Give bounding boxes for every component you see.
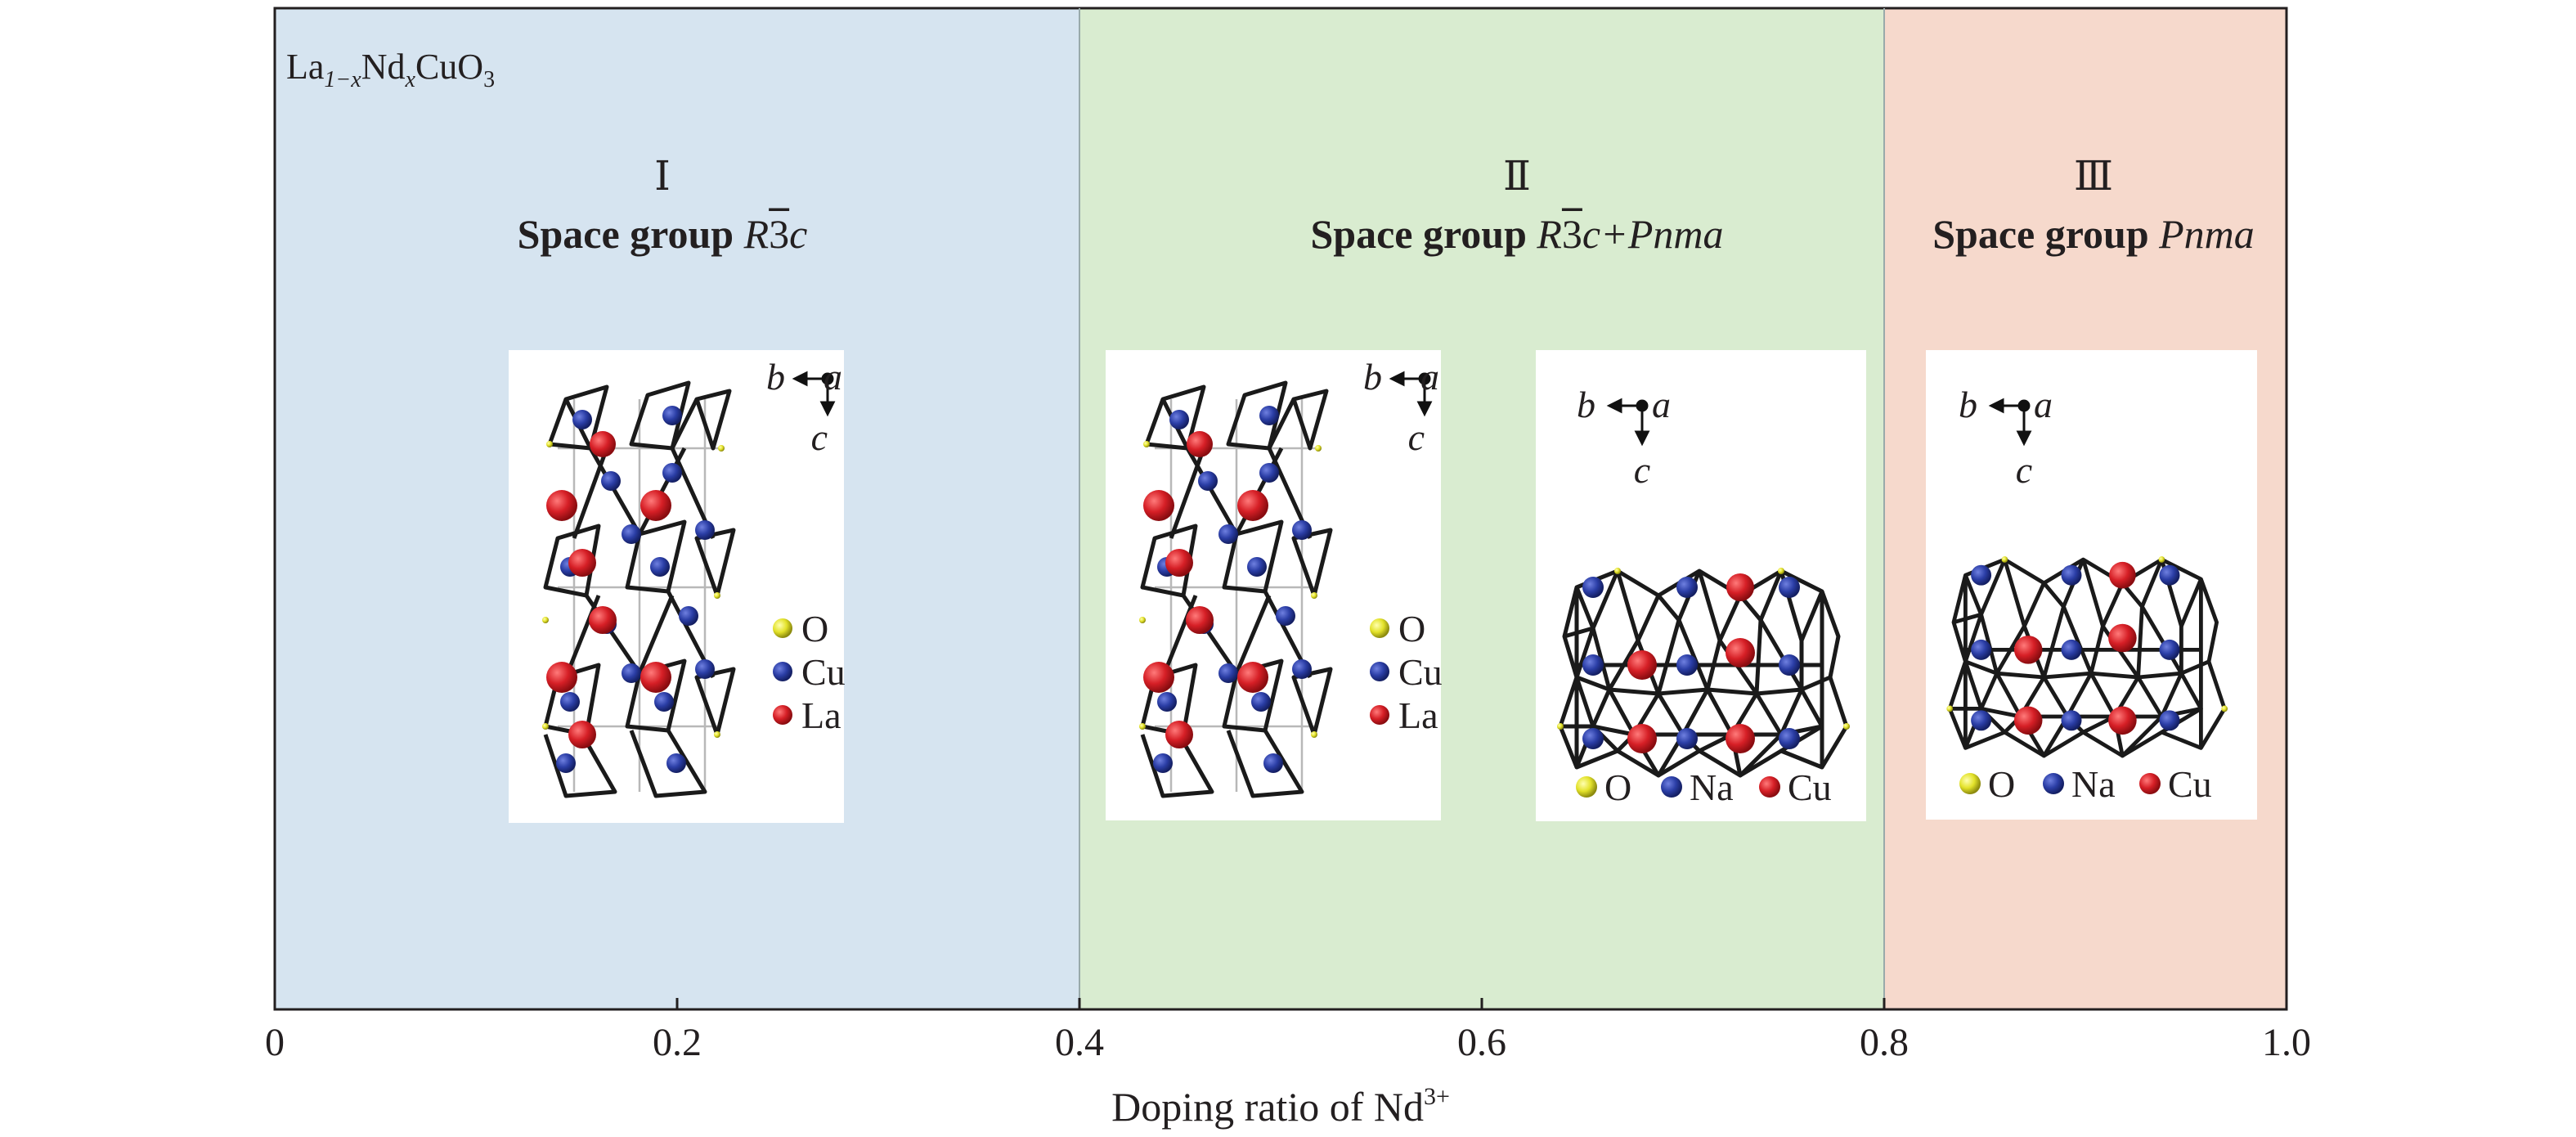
region-3-numeral: Ⅲ: [2074, 153, 2113, 199]
axis-b-label: b: [1959, 384, 1977, 425]
legend-o: O: [1604, 766, 1631, 808]
legend-na: Na: [2071, 763, 2116, 805]
x-tick-label: 0.6: [1457, 1021, 1506, 1064]
legend-na: Na: [1690, 766, 1734, 808]
region-3-space-group: Space group Pnma: [1932, 211, 2255, 257]
x-axis-title: Doping ratio of Nd3+: [1111, 1083, 1450, 1130]
region-1-space-group: Space group R3c: [518, 211, 808, 257]
legend-o: O: [1398, 608, 1425, 649]
axis-c-label: c: [2016, 449, 2032, 491]
legend-cu: Cu: [801, 651, 846, 693]
x-tick-label: 1.0: [2262, 1021, 2311, 1064]
plot-frame: [273, 7, 2288, 1011]
axis-a-label: a: [1652, 384, 1671, 425]
axis-a-label: a: [824, 356, 842, 398]
axis-c-label: c: [1634, 449, 1650, 491]
legend-cu: Cu: [1788, 766, 1832, 808]
x-tick-label: 0.2: [653, 1021, 702, 1064]
formula-label: La1−xNdxCuO3: [286, 47, 495, 92]
axis-a-label: a: [2034, 384, 2053, 425]
legend-cu: Cu: [1398, 651, 1443, 693]
legend-cu: Cu: [2168, 763, 2212, 805]
axis-c-label: c: [1408, 416, 1425, 458]
axis-b-label: b: [1577, 384, 1595, 425]
axis-b-label: b: [766, 356, 785, 398]
x-axis: 0 0.2 0.4 0.6 0.8 1.0: [265, 998, 2311, 1064]
x-tick-label: 0.8: [1860, 1021, 1909, 1064]
structure-panel-rhombo-2: b a c O Cu La: [1106, 350, 1443, 820]
legend-la: La: [1398, 694, 1438, 736]
legend-la: La: [801, 694, 841, 736]
legend-o: O: [801, 608, 828, 649]
x-tick-label: 0.4: [1055, 1021, 1104, 1064]
axis-a-label: a: [1420, 356, 1439, 398]
region-2-numeral: Ⅱ: [1503, 153, 1531, 199]
x-tick-label: 0: [265, 1021, 285, 1064]
axis-c-label: c: [811, 416, 828, 458]
structure-panel-ortho-3: b a c O Na Cu: [1926, 350, 2257, 820]
legend-o: O: [1988, 763, 2015, 805]
axis-b-label: b: [1363, 356, 1382, 398]
region-2-space-group: Space group R3c+Pnma: [1310, 211, 1723, 257]
structure-panel-rhombo-1: b a c O Cu La: [509, 350, 846, 823]
structure-panel-ortho-2: b a c O Na Cu: [1536, 350, 1866, 821]
region-1-numeral: Ⅰ: [654, 153, 671, 199]
